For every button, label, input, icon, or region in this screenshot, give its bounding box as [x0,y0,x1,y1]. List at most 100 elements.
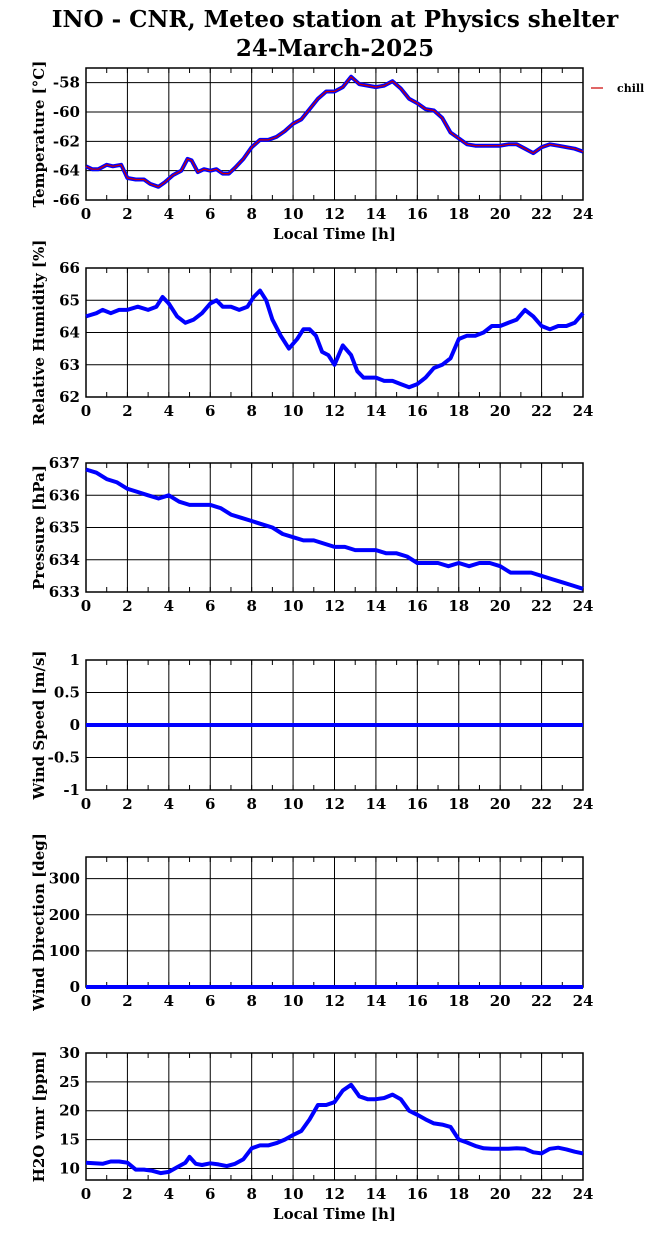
x-tick-label: 24 [573,597,594,615]
y-axis-label: H2O vmr [ppm] [30,1051,48,1183]
x-tick-label: 16 [407,205,428,223]
x-tick-label: 22 [531,1185,552,1203]
x-tick-label: 4 [164,402,174,420]
x-tick-label: 24 [573,205,594,223]
x-tick-label: 2 [122,1185,132,1203]
x-tick-label: 6 [205,795,215,813]
x-tick-label: 10 [283,992,304,1010]
y-tick-label: -62 [53,132,80,150]
x-tick-label: 22 [531,205,552,223]
x-tick-label: 2 [122,992,132,1010]
x-tick-label: 22 [531,992,552,1010]
x-tick-label: 4 [164,795,174,813]
humidity-panel: 0 2 4 6 8 10 12 14 16 18 20 22 246263646566Relative … [30,240,593,426]
x-tick-label: 16 [407,402,428,420]
x-axis-label: Local Time [h] [273,225,396,243]
y-tick-label: 200 [49,906,80,924]
series-line-overlay [85,76,584,188]
x-tick-label: 20 [490,597,511,615]
series-line [85,1082,584,1176]
x-tick-label: 20 [490,992,511,1010]
x-tick-label: 0 [81,992,91,1010]
x-tick-label: 18 [448,597,469,615]
y-tick-label: 66 [59,259,80,277]
x-tick-label: 20 [490,1185,511,1203]
x-tick-label: 24 [573,795,594,813]
x-tick-label: 8 [246,597,256,615]
y-tick-label: -0.5 [48,749,80,767]
x-tick-label: 2 [122,795,132,813]
y-tick-label: 62 [59,388,80,406]
x-tick-label: 16 [407,597,428,615]
y-tick-label: 637 [49,454,80,472]
x-tick-label: 22 [531,402,552,420]
y-tick-label: 300 [49,870,80,888]
x-tick-label: 10 [283,597,304,615]
x-tick-label: 22 [531,795,552,813]
x-tick-label: 8 [246,1185,256,1203]
x-tick-label: 12 [324,402,345,420]
x-tick-label: 14 [365,795,386,813]
y-tick-label: 635 [49,519,80,537]
x-tick-label: 14 [365,992,386,1010]
x-tick-label: 18 [448,1185,469,1203]
x-tick-label: 0 [81,1185,91,1203]
x-tick-label: 2 [122,597,132,615]
x-tick-label: 6 [205,1185,215,1203]
x-tick-label: 6 [205,402,215,420]
x-tick-label: 6 [205,597,215,615]
x-tick-label: 2 [122,205,132,223]
x-tick-label: 10 [283,1185,304,1203]
x-tick-label: 24 [573,402,594,420]
series-line [85,288,585,390]
x-tick-label: 20 [490,402,511,420]
x-tick-label: 16 [407,795,428,813]
x-tick-label: 0 [81,402,91,420]
x-tick-label: 16 [407,992,428,1010]
y-tick-label: -66 [53,191,80,209]
y-tick-label: 63 [59,356,80,374]
y-tick-label: -64 [53,162,80,180]
x-tick-label: 8 [246,205,256,223]
x-tick-label: 18 [448,205,469,223]
x-tick-label: 8 [246,402,256,420]
x-axis-label: Local Time [h] [273,1205,396,1223]
x-tick-label: 20 [490,795,511,813]
x-tick-label: 2 [122,402,132,420]
x-tick-label: 6 [205,205,215,223]
x-tick-label: 18 [448,992,469,1010]
y-tick-label: 10 [59,1159,80,1177]
series-line [85,467,584,591]
x-tick-label: 12 [324,1185,345,1203]
x-tick-label: 24 [573,992,594,1010]
figure-date: 24-March-2025 [235,35,435,62]
y-tick-label: 15 [59,1131,80,1149]
x-tick-label: 20 [490,205,511,223]
y-tick-label: 100 [49,942,80,960]
x-tick-label: 4 [164,597,174,615]
x-tick-label: 8 [246,992,256,1010]
x-tick-label: 12 [324,205,345,223]
x-tick-label: 10 [283,402,304,420]
x-tick-label: 14 [365,597,386,615]
y-tick-label: 1 [70,651,80,669]
y-tick-label: -1 [63,781,80,799]
pressure-panel: 0 2 4 6 8 10 12 14 16 18 20 22 24633634635636637Pres… [30,454,593,615]
y-tick-label: 25 [59,1073,80,1091]
x-tick-label: 16 [407,1185,428,1203]
y-tick-label: 634 [49,551,80,569]
legend-label: chill [617,82,644,95]
x-tick-label: 14 [365,205,386,223]
y-tick-label: 0 [70,716,80,734]
y-axis-label: Pressure [hPa] [30,465,48,590]
x-tick-label: 14 [365,402,386,420]
y-axis-label: Wind Direction [deg] [30,833,48,1012]
y-axis-label: Wind Speed [m/s] [30,650,48,800]
x-tick-label: 18 [448,795,469,813]
figure-title: INO - CNR, Meteo station at Physics shel… [51,6,619,33]
x-tick-label: 12 [324,795,345,813]
